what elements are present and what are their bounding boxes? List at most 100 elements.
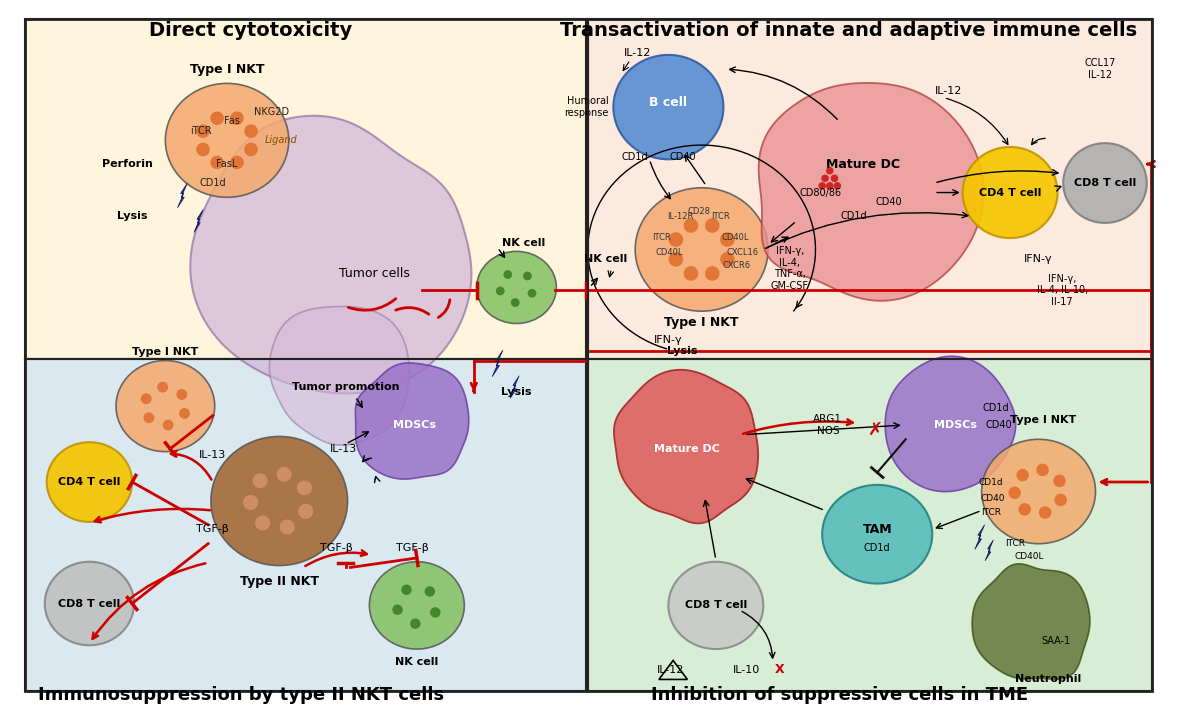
Text: Lysis: Lysis [117,212,148,221]
Ellipse shape [46,442,132,522]
Circle shape [230,111,243,125]
Text: Perforin: Perforin [103,159,153,169]
Circle shape [143,412,154,423]
Circle shape [523,271,532,280]
Text: Tumor cells: Tumor cells [339,266,410,279]
Circle shape [528,289,536,297]
Polygon shape [269,306,409,445]
Text: Transactivation of innate and adaptive immune cells: Transactivation of innate and adaptive i… [560,21,1137,40]
Text: FasL: FasL [217,159,237,169]
Polygon shape [355,363,468,479]
Circle shape [277,466,292,482]
Text: Type I NKT: Type I NKT [664,316,739,329]
Text: CD40: CD40 [981,494,1005,503]
Text: IL-12: IL-12 [657,665,684,675]
Text: CD8 T cell: CD8 T cell [684,601,747,610]
Circle shape [704,266,720,281]
Text: CCL17
IL-12: CCL17 IL-12 [1085,58,1116,80]
Ellipse shape [669,562,763,649]
Circle shape [244,124,257,138]
Polygon shape [985,540,993,561]
Circle shape [162,419,174,430]
Circle shape [179,408,190,419]
Ellipse shape [982,439,1095,544]
Text: Type I NKT: Type I NKT [1010,415,1076,425]
Circle shape [1017,469,1029,482]
Text: IFN-γ,
IL-4, IL-10,
II-17: IFN-γ, IL-4, IL-10, II-17 [1037,274,1088,307]
Ellipse shape [477,251,557,323]
Text: CD4 T cell: CD4 T cell [58,477,120,487]
Text: SAA-1: SAA-1 [1041,637,1070,646]
Ellipse shape [614,55,724,160]
Circle shape [684,218,699,233]
Text: Fas: Fas [224,116,240,126]
Text: Humoral
response: Humoral response [564,96,609,118]
Text: CD80/86: CD80/86 [799,188,842,198]
Text: iTCR: iTCR [191,126,212,136]
Circle shape [821,175,828,182]
Text: Lysis: Lysis [668,346,697,356]
Polygon shape [886,356,1016,492]
Text: IFN-γ: IFN-γ [1024,254,1053,264]
Text: TGF-β: TGF-β [197,524,229,534]
Text: Immunosuppression by type II NKT cells: Immunosuppression by type II NKT cells [38,686,445,704]
Polygon shape [191,116,471,393]
Circle shape [720,252,734,266]
Text: CD40L: CD40L [656,248,683,257]
Text: Direct cytotoxicity: Direct cytotoxicity [149,21,353,40]
Polygon shape [975,525,985,549]
Circle shape [826,182,833,190]
Text: IFN-γ,
IL-4,
TNF-α,
GM-CSF: IFN-γ, IL-4, TNF-α, GM-CSF [771,246,809,291]
Circle shape [1054,474,1066,487]
Polygon shape [758,83,983,301]
Text: ITCR: ITCR [1005,539,1025,548]
Text: NK cell: NK cell [396,657,439,667]
Text: CD40: CD40 [986,420,1012,430]
Circle shape [402,585,411,595]
Circle shape [410,619,421,629]
Circle shape [669,232,683,247]
Circle shape [704,218,720,233]
Text: IL-13: IL-13 [330,444,358,454]
Circle shape [831,175,838,182]
Text: CD1d: CD1d [840,212,867,221]
Text: IL-12: IL-12 [625,48,652,58]
Circle shape [833,182,842,190]
Circle shape [1055,494,1067,506]
Circle shape [826,167,833,175]
Circle shape [819,182,826,190]
Text: Type II NKT: Type II NKT [240,575,318,588]
Text: B cell: B cell [650,96,688,109]
Text: CD8 T cell: CD8 T cell [1074,178,1136,188]
Text: Neutrophil: Neutrophil [1014,674,1081,684]
Text: CD1d: CD1d [864,544,890,554]
Circle shape [141,393,151,404]
Ellipse shape [116,360,215,452]
Circle shape [298,504,313,519]
Text: TGF-β: TGF-β [396,544,428,554]
Circle shape [210,156,224,169]
Text: CD40L: CD40L [1014,552,1044,560]
Circle shape [720,232,734,247]
Circle shape [1018,503,1031,516]
Text: Ligand: Ligand [265,135,298,145]
Text: Tumor promotion: Tumor promotion [292,382,399,392]
Text: CD1d: CD1d [199,178,226,188]
Ellipse shape [635,188,768,311]
Text: TAM: TAM [862,523,892,536]
Polygon shape [510,375,520,399]
Text: CD1d: CD1d [982,403,1010,413]
Ellipse shape [45,562,134,645]
Circle shape [424,586,435,596]
Text: ITCR: ITCR [712,212,730,221]
Text: IL-13: IL-13 [199,451,226,461]
Text: CD4 T cell: CD4 T cell [979,188,1042,198]
Text: CD8 T cell: CD8 T cell [58,599,120,609]
FancyBboxPatch shape [588,19,1153,359]
Polygon shape [492,350,503,377]
Text: CXCL16: CXCL16 [726,248,758,257]
Circle shape [496,287,504,295]
Ellipse shape [822,485,932,583]
Ellipse shape [370,562,465,649]
Text: ARG1
NOS: ARG1 NOS [813,414,843,436]
